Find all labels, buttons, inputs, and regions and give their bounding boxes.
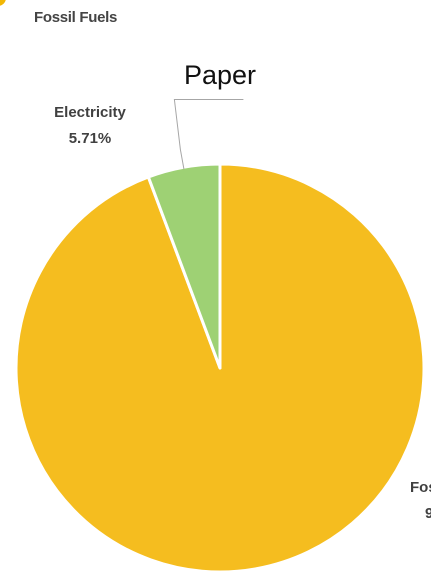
data-label-fossil-fuels-name: Fossil Fuels <box>410 479 431 496</box>
data-labels: Fossil Fuels 94.29% Electricity 5.71% <box>54 104 431 522</box>
leader-line-electricity <box>173 99 244 170</box>
chart-title: Paper <box>184 60 256 90</box>
data-label-electricity-percent: 5.71% <box>69 130 112 147</box>
data-label-fossil-fuels-percent: 94.29% <box>425 505 431 522</box>
leader-lines <box>173 99 244 170</box>
page-heading: Fossil Fuels <box>34 9 118 26</box>
data-label-electricity-name: Electricity <box>54 104 126 121</box>
pie-slices <box>14 162 426 571</box>
corner-mark <box>0 0 6 6</box>
